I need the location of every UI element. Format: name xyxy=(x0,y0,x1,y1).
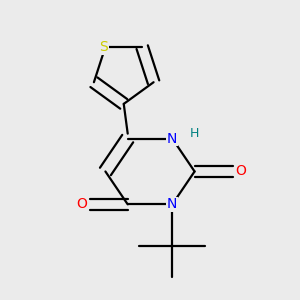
Text: S: S xyxy=(99,40,108,54)
Text: O: O xyxy=(236,164,246,178)
Text: N: N xyxy=(167,197,178,212)
Text: H: H xyxy=(190,127,200,140)
Text: N: N xyxy=(167,132,178,145)
Text: O: O xyxy=(76,197,87,212)
